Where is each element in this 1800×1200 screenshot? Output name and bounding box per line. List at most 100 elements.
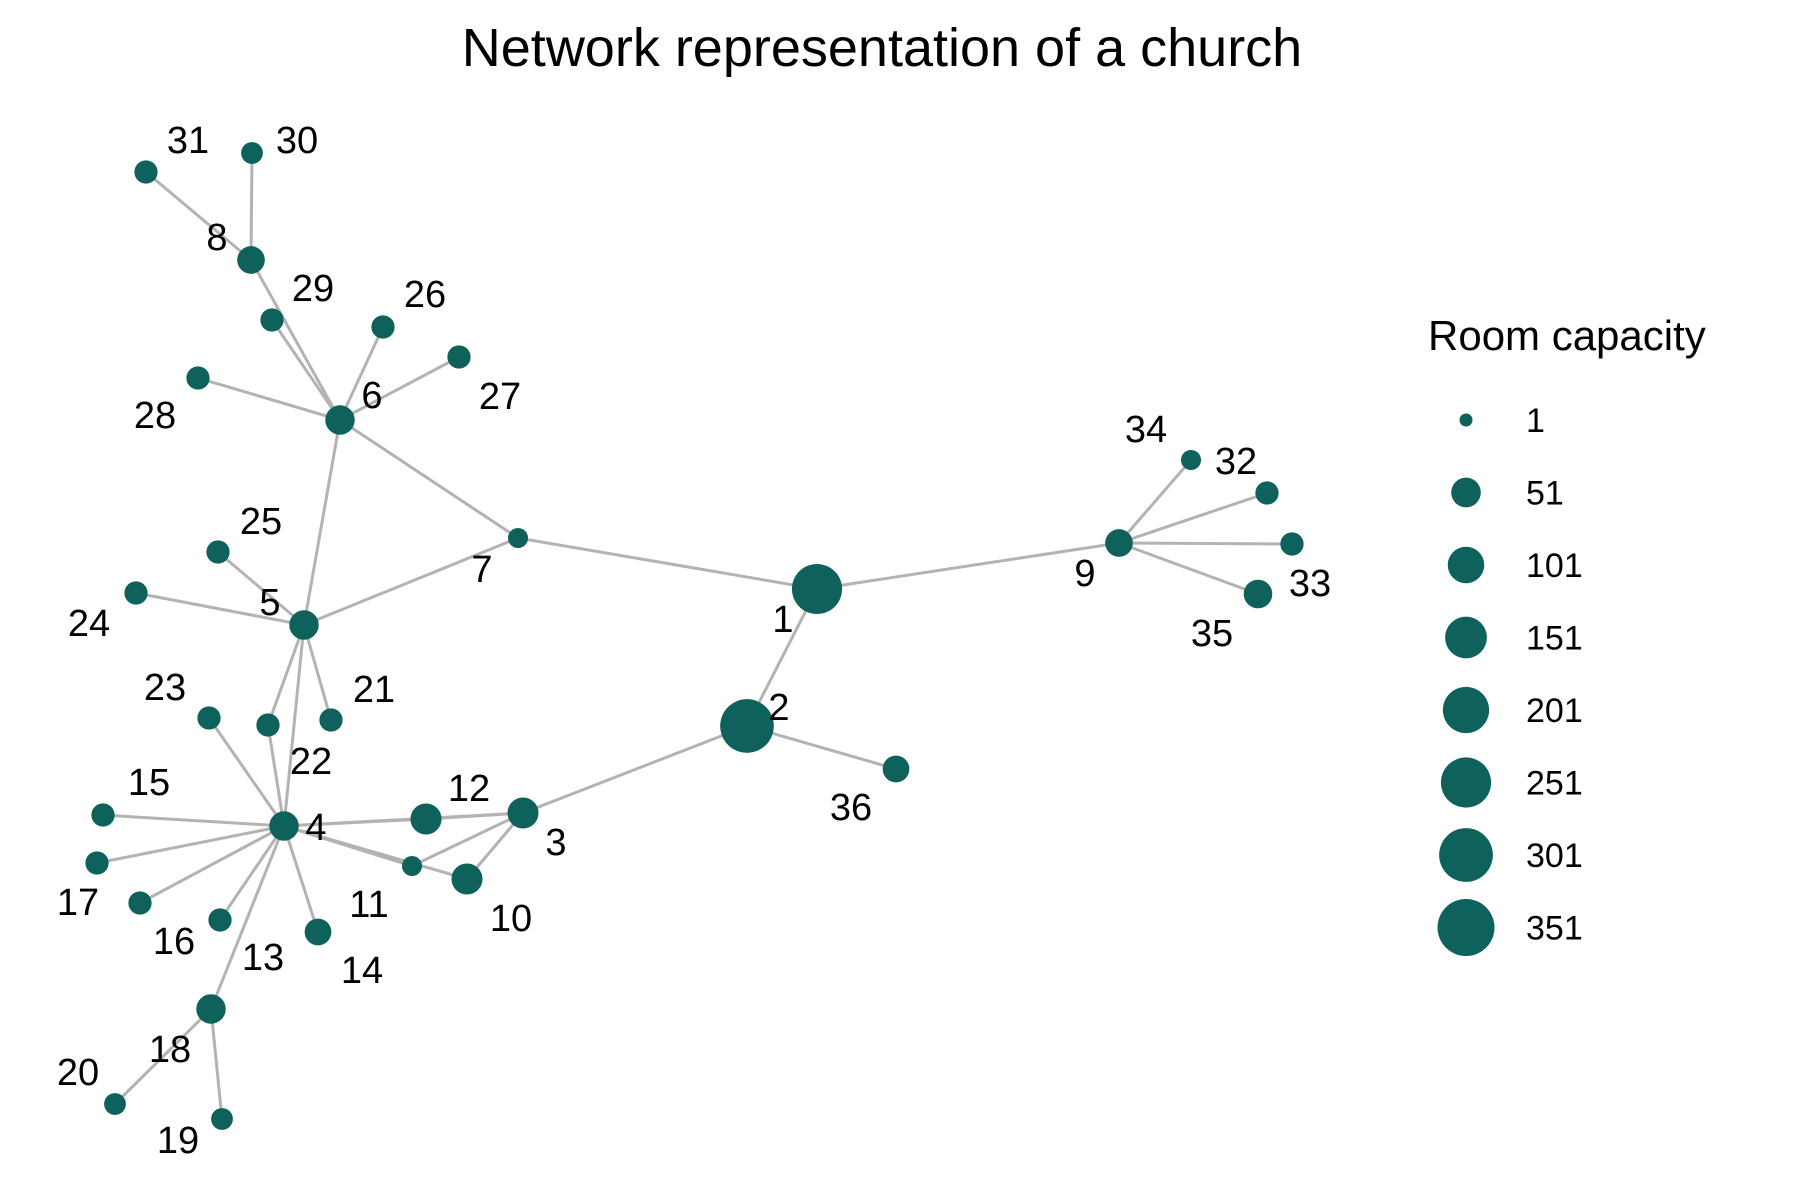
node-16 [128,891,152,915]
edge-18-19 [209,1008,224,1120]
edge-9-32 [1118,491,1268,545]
edge-5-24 [135,591,305,627]
node-label-36: 36 [830,787,872,829]
node-label-5: 5 [259,582,280,624]
node-22 [256,713,280,737]
edge-8-31 [145,170,252,262]
legend-key-101 [1447,546,1485,584]
node-label-12: 12 [448,768,490,810]
edge-6-8 [249,259,342,421]
edge-9-35 [1118,541,1259,596]
node-24 [124,581,148,605]
node-label-13: 13 [242,937,284,979]
legend-key-1 [1459,413,1473,427]
node-11 [401,855,423,877]
node-26 [371,315,395,339]
node-label-27: 27 [479,376,521,418]
node-label-25: 25 [240,501,282,543]
legend-label-351: 351 [1526,910,1583,948]
node-1 [791,563,843,615]
node-17 [85,851,109,875]
legend-label-1: 1 [1526,402,1545,440]
node-4 [269,811,299,841]
node-label-28: 28 [134,395,176,437]
node-label-22: 22 [290,741,332,783]
legend-label-151: 151 [1526,620,1583,658]
node-label-33: 33 [1289,563,1331,605]
legend-key-251 [1440,757,1492,808]
nodes-layer [85,142,1304,1130]
node-14 [304,918,332,946]
legend-label-201: 201 [1526,692,1583,730]
node-label-34: 34 [1125,409,1167,451]
edge-9-33 [1118,541,1293,546]
edge-1-9 [816,541,1120,591]
edge-4-12 [283,817,427,828]
node-13 [208,908,232,932]
edge-4-16 [139,824,285,905]
legend-key-301 [1439,828,1493,882]
edge-6-27 [339,355,460,422]
node-label-23: 23 [144,667,186,709]
node-30 [241,142,263,164]
node-7 [507,527,529,549]
node-3 [507,797,539,829]
edge-4-23 [207,717,286,827]
legend-key-201 [1442,686,1490,734]
node-label-11: 11 [349,884,388,926]
node-32 [1255,481,1279,505]
edge-8-30 [249,152,254,261]
edge-4-15 [102,813,285,828]
edge-9-34 [1117,459,1193,544]
node-label-29: 29 [292,268,334,310]
node-20 [104,1093,126,1115]
edge-3-12 [425,811,524,821]
legend-label-251: 251 [1526,765,1583,803]
node-label-9: 9 [1074,553,1095,595]
node-label-16: 16 [153,921,195,963]
legend-key-151 [1445,616,1487,659]
node-15 [91,803,115,827]
node-label-20: 20 [57,1052,99,1094]
node-label-6: 6 [361,375,382,417]
edges-layer [96,152,1293,1120]
node-label-8: 8 [206,217,227,259]
edge-1-7 [517,536,818,591]
node-label-19: 19 [157,1120,199,1162]
edge-4-11 [283,824,413,868]
node-27 [447,345,471,369]
legend-key-51 [1451,477,1481,508]
edge-4-22 [266,724,286,827]
node-label-3: 3 [545,822,566,864]
node-31 [134,160,158,184]
legend-key-351 [1437,899,1495,956]
node-2 [720,699,774,753]
node-label-26: 26 [404,274,446,316]
edge-6-29 [270,319,342,421]
edge-4-5 [282,624,306,827]
chart-title: Network representation of a church [462,18,1302,78]
node-10 [451,863,483,895]
node-12 [410,803,442,835]
node-21 [319,708,343,732]
node-label-31: 31 [167,120,209,162]
node-label-32: 32 [1215,441,1257,483]
node-label-18: 18 [149,1029,191,1071]
node-label-1: 1 [772,599,793,641]
node-33 [1280,532,1304,556]
node-29 [260,308,284,332]
node-9 [1105,529,1133,557]
edge-5-25 [217,550,305,627]
edge-6-26 [338,326,385,421]
node-label-30: 30 [276,120,318,162]
edge-18-20 [113,1007,213,1106]
edge-4-17 [96,824,285,865]
node-label-15: 15 [128,762,170,804]
node-23 [197,706,221,730]
node-34 [1180,449,1202,471]
edge-5-7 [303,536,519,627]
